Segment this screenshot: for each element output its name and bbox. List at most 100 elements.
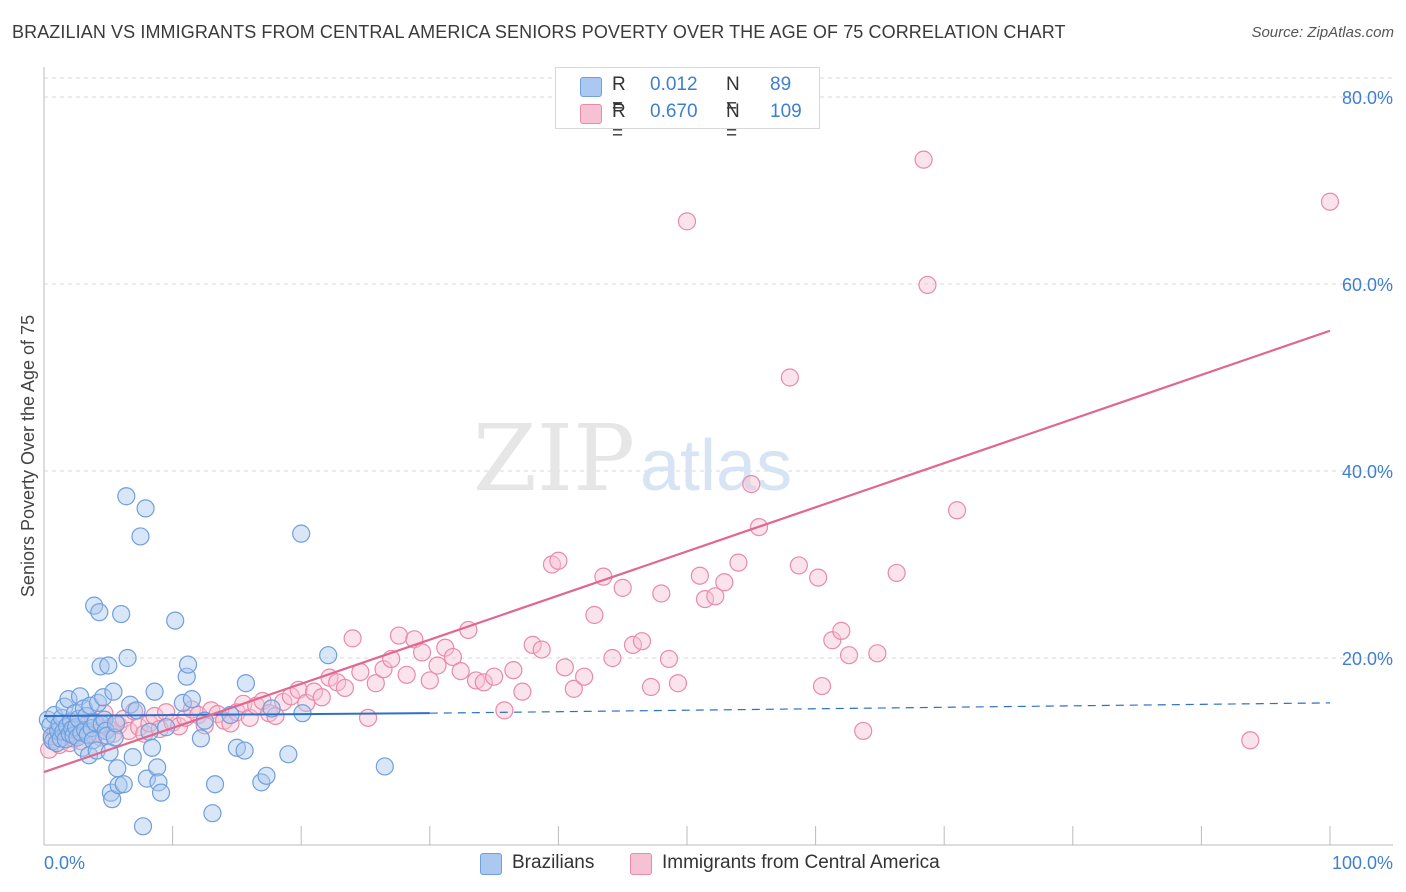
data-point — [729, 553, 748, 572]
data-point — [235, 741, 254, 760]
data-point — [142, 738, 162, 757]
chart-title: BRAZILIAN VS IMMIGRANTS FROM CENTRAL AME… — [12, 22, 1066, 42]
legend-n-label: N = — [726, 101, 740, 144]
legend-r-label: R = — [612, 74, 626, 117]
data-point — [335, 678, 355, 698]
data-point — [182, 690, 201, 709]
data-point — [236, 674, 256, 693]
data-point — [690, 566, 709, 585]
data-point — [112, 604, 131, 624]
data-point — [90, 603, 109, 622]
data-point — [623, 635, 643, 655]
data-point — [358, 708, 378, 727]
y-tick-label: 80.0% — [1342, 88, 1393, 108]
data-point — [780, 368, 799, 387]
data-point — [136, 499, 155, 518]
correlation-legend: R = 0.012 N = 89 R = 0.670 N = 109 — [555, 67, 820, 144]
data-point — [262, 699, 281, 718]
legend-swatch-blue — [480, 853, 502, 875]
watermark-atlas: atlas — [640, 426, 792, 506]
data-point — [641, 677, 661, 697]
data-point — [420, 671, 439, 690]
data-point — [436, 638, 455, 657]
data-point — [114, 775, 133, 794]
source-label: Source: ZipAtlas.com — [1251, 24, 1394, 41]
data-point — [94, 688, 113, 707]
data-point — [564, 679, 583, 698]
data-point — [715, 573, 734, 592]
legend-n-label: N = — [726, 74, 740, 117]
data-point — [91, 657, 110, 676]
data-point — [292, 524, 311, 543]
data-point — [854, 721, 873, 741]
y-tick-label: 20.0% — [1342, 649, 1393, 669]
data-point — [83, 731, 102, 750]
data-point — [632, 632, 652, 651]
trend-lines — [43, 329, 1331, 774]
data-point — [343, 629, 362, 648]
data-point — [1320, 192, 1340, 211]
data-point — [133, 817, 153, 836]
data-point — [839, 646, 859, 665]
y-tick-label: 60.0% — [1342, 275, 1393, 295]
data-point — [695, 589, 715, 609]
data-point — [789, 556, 808, 575]
data-point — [504, 661, 523, 680]
data-point — [532, 640, 551, 659]
data-point — [123, 748, 142, 767]
data-point — [149, 773, 168, 792]
tick-labels: 20.0% 40.0% 60.0% 80.0% — [1342, 88, 1393, 669]
data-point — [104, 682, 123, 701]
legend-n-value: 89 — [770, 74, 792, 95]
legend-swatch-pink — [630, 853, 652, 875]
data-point — [389, 626, 409, 645]
data-point — [178, 655, 198, 674]
data-point — [312, 688, 331, 707]
data-point — [108, 759, 127, 778]
data-point — [485, 667, 504, 686]
data-point — [809, 568, 828, 587]
data-point — [279, 745, 298, 764]
data-point — [173, 693, 192, 712]
legend-swatch-pink — [580, 104, 602, 124]
data-point — [157, 703, 176, 722]
data-point — [603, 648, 622, 668]
legend-swatch-blue — [580, 77, 602, 97]
data-point — [706, 587, 725, 606]
data-point — [575, 667, 594, 686]
zipatlas-watermark: ZIP atlas — [473, 405, 792, 512]
data-point — [166, 611, 185, 630]
data-point — [151, 783, 171, 802]
data-point — [109, 776, 128, 795]
data-point — [137, 769, 156, 788]
data-point — [668, 674, 688, 693]
data-point — [613, 578, 632, 597]
data-point — [652, 584, 671, 603]
data-point — [118, 648, 137, 668]
x-tick-label-right: 100.0% — [1332, 853, 1393, 873]
legend-label: Brazilians — [512, 852, 595, 873]
grid-lines — [44, 77, 1393, 659]
data-point — [868, 644, 887, 663]
data-point — [148, 758, 167, 777]
watermark-zip: ZIP — [473, 405, 635, 512]
trend-line-central-america — [43, 329, 1331, 774]
legend-r-value: 0.012 — [650, 74, 698, 95]
data-point — [203, 804, 222, 823]
data-point — [677, 212, 697, 231]
data-point — [555, 658, 574, 677]
data-point — [99, 656, 118, 675]
data-point — [397, 665, 416, 684]
data-point — [513, 682, 532, 701]
data-point — [366, 674, 385, 693]
data-point — [585, 605, 604, 625]
data-point — [428, 656, 447, 675]
data-point — [106, 714, 126, 733]
data-point — [88, 693, 108, 712]
data-point — [474, 673, 493, 692]
data-point — [918, 275, 937, 295]
data-point — [659, 649, 679, 669]
data-point — [105, 728, 124, 747]
data-point — [832, 621, 851, 640]
